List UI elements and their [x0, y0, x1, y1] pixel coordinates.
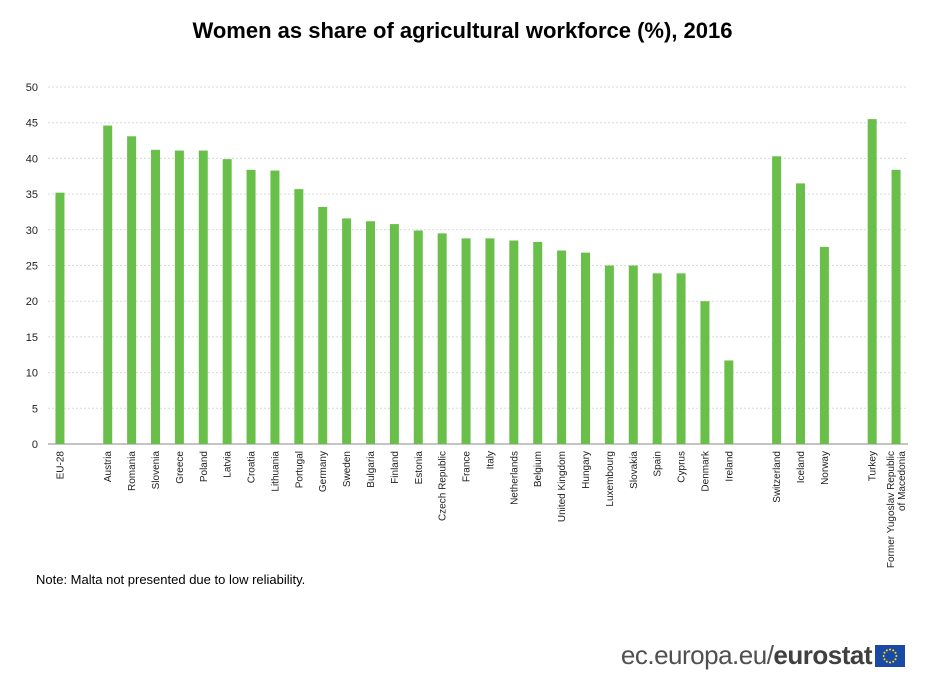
x-tick-label: Romania: [127, 451, 138, 491]
x-tick-label: EU-28: [55, 451, 66, 480]
bar: [246, 169, 256, 444]
x-tick-label: Sweden: [342, 451, 353, 487]
x-tick-label: Hungary: [581, 451, 592, 489]
x-tick-label: Slovenia: [151, 451, 162, 490]
x-tick-label: of Macedonia: [897, 451, 908, 511]
bar: [891, 169, 901, 444]
bar: [437, 233, 447, 444]
bar: [628, 265, 638, 444]
x-tick-label: Turkey: [868, 451, 879, 481]
chart-note: Note: Malta not presented due to low rel…: [36, 572, 306, 587]
bar: [342, 218, 352, 444]
bar: [366, 221, 375, 444]
x-tick-label: United Kingdom: [557, 451, 568, 522]
x-tick-label: Austria: [103, 451, 114, 483]
bar: [318, 206, 328, 444]
bar: [509, 240, 519, 444]
x-tick-label: Latvia: [223, 451, 234, 478]
bar: [676, 273, 686, 444]
y-tick-label: 20: [26, 296, 38, 308]
x-tick-label: Luxembourg: [605, 451, 616, 507]
x-tick-label: Slovakia: [629, 451, 640, 489]
bar: [461, 238, 471, 444]
bar: [772, 156, 782, 444]
bar: [724, 360, 734, 444]
x-tick-label: Finland: [390, 451, 401, 484]
x-tick-label: Croatia: [247, 451, 258, 484]
bar: [604, 265, 614, 444]
eu-flag-icon: [875, 644, 905, 667]
bar: [867, 119, 877, 444]
x-tick-label: Norway: [820, 451, 831, 485]
footer-brand[interactable]: eurostat: [773, 640, 872, 670]
bar: [270, 170, 280, 444]
y-tick-label: 15: [26, 332, 38, 344]
bar: [222, 159, 232, 444]
y-tick-label: 30: [26, 225, 38, 237]
x-tick-label: Portugal: [294, 451, 305, 488]
y-tick-label: 10: [26, 368, 38, 380]
x-tick-label: Ireland: [724, 451, 735, 482]
x-tick-label: Denmark: [700, 450, 711, 492]
x-tick-label: Bulgaria: [366, 451, 377, 488]
x-tick-label: Netherlands: [509, 451, 520, 505]
bar-chart: 0 5 10 15 20 25 30 35 40 45 50 EU-28 Austria Romania S…: [26, 82, 908, 568]
y-tick-label: 5: [32, 403, 38, 415]
x-tick-label: Switzerland: [772, 451, 783, 503]
bar: [198, 150, 208, 444]
x-tick-label: Belgium: [533, 451, 544, 487]
bar: [151, 149, 160, 444]
bar: [581, 252, 590, 444]
x-tick-label: Spain: [653, 451, 664, 477]
bar: [294, 189, 304, 444]
bar: [557, 250, 567, 444]
y-tick-label: 50: [26, 82, 38, 94]
bar: [174, 150, 184, 444]
bar: [700, 301, 710, 444]
bar: [55, 192, 65, 444]
y-tick-label: 45: [26, 118, 38, 130]
x-tick-label: Greece: [175, 451, 186, 484]
y-tick-label: 0: [32, 439, 38, 451]
bar: [796, 183, 805, 444]
chart-title: Women as share of agricultural workforce…: [192, 18, 733, 43]
x-tick-label: Italy: [485, 451, 496, 469]
bar: [819, 246, 829, 444]
y-tick-label: 35: [26, 189, 38, 201]
bar: [485, 238, 495, 444]
bar: [413, 230, 423, 444]
bar: [127, 136, 137, 445]
footer-domain[interactable]: ec.europa.eu/: [620, 640, 774, 670]
x-tick-label: Poland: [199, 451, 210, 482]
eurostat-footer: ec.europa.eu/eurostat: [621, 640, 905, 671]
x-tick-label: Former Yugoslav Republic: [886, 451, 897, 568]
x-tick-label: Iceland: [796, 451, 807, 483]
x-tick-label: France: [462, 451, 473, 483]
x-tick-label: Cyprus: [677, 451, 688, 483]
x-tick-label: Lithuania: [270, 451, 281, 492]
y-tick-label: 25: [26, 261, 38, 273]
bar: [652, 273, 662, 444]
x-tick-label: Estonia: [414, 451, 425, 485]
bar: [103, 125, 113, 444]
x-tick-label: Czech Republic: [438, 451, 449, 521]
bar: [389, 224, 399, 444]
bar: [533, 241, 543, 444]
x-tick-label: Germany: [318, 451, 329, 492]
y-tick-label: 40: [26, 153, 38, 165]
